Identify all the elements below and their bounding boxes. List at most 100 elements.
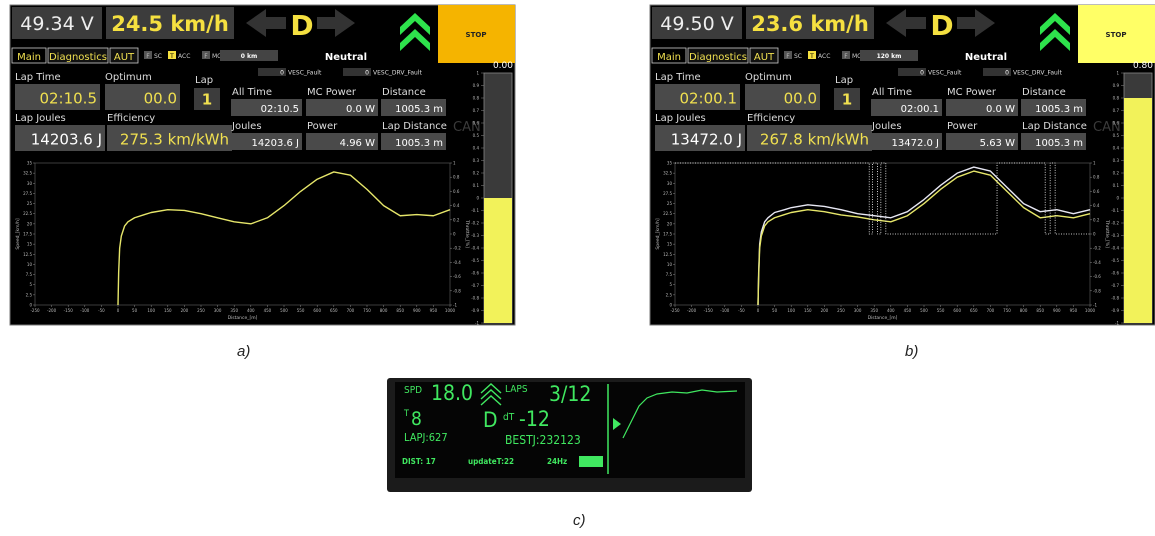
caption: c) xyxy=(573,512,586,529)
laps-label: LAPS xyxy=(505,384,528,395)
x-tick-label: 250 xyxy=(197,308,205,313)
gauge-tick-label: -0.5 xyxy=(471,258,479,263)
field-value: 02:10.5 xyxy=(261,104,299,115)
odometer: 0 km xyxy=(241,53,258,60)
field-label: Distance xyxy=(382,87,426,98)
field-label: Efficiency xyxy=(747,113,795,124)
x-tick-label: 700 xyxy=(347,308,355,313)
x-tick-label: 300 xyxy=(854,308,862,313)
x-tick-label: 400 xyxy=(887,308,895,313)
gauge-tick-label: -0.7 xyxy=(1111,283,1119,288)
gauge-tick-label: -0.2 xyxy=(1111,221,1119,226)
fault-name: VESC_DRV_Fault xyxy=(1013,70,1063,77)
x-tick-label: 950 xyxy=(430,308,438,313)
odometer: 120 km xyxy=(877,53,902,60)
y-tick-label: 12.5 xyxy=(663,252,672,257)
mode: Neutral xyxy=(965,52,1007,63)
y2-tick-label: -0.8 xyxy=(1093,288,1101,293)
gauge-tick-label: -0.9 xyxy=(1111,308,1119,313)
x-tick-label: -250 xyxy=(670,308,680,313)
oled-display: SPD18.0LAPS3/12T8DdT-12LAPJ:627BESTJ:232… xyxy=(387,378,752,492)
x-tick-label: -100 xyxy=(80,308,90,313)
fault-count: 0 xyxy=(280,70,284,77)
y-tick-label: 15 xyxy=(27,242,33,247)
flag-state: T xyxy=(169,53,174,60)
y2-tick-label: 0.4 xyxy=(1093,203,1100,208)
field-value: 14203.6 J xyxy=(252,138,299,149)
y-tick-label: 7.5 xyxy=(26,272,33,277)
x-tick-label: 850 xyxy=(1036,308,1044,313)
x-tick-label: 450 xyxy=(264,308,272,313)
x-tick-label: 950 xyxy=(1070,308,1078,313)
x-axis-label: Distance_[m] xyxy=(228,315,258,321)
gauge-tick-label: -0.6 xyxy=(471,271,479,276)
y2-tick-label: 0.2 xyxy=(453,217,460,222)
gauge-tick-label: -0.8 xyxy=(1111,296,1119,301)
oled-block xyxy=(579,456,603,467)
x-tick-label: -250 xyxy=(30,308,40,313)
x-tick-label: 350 xyxy=(230,308,238,313)
mode: Neutral xyxy=(325,52,367,63)
x-axis-label: Distance_[m] xyxy=(868,315,898,321)
gauge-tick-label: -0.7 xyxy=(471,283,479,288)
best-joules: BESTJ:232123 xyxy=(505,433,581,447)
plot-area xyxy=(35,163,450,305)
fault-count: 0 xyxy=(1005,70,1009,77)
speed: 23.6 km/h xyxy=(751,12,869,36)
gauge-tick-label: 0.1 xyxy=(473,183,480,188)
stop-label: STOP xyxy=(1106,31,1127,39)
field-value: 0.0 W xyxy=(986,104,1015,115)
gauge-tick-label: -0.2 xyxy=(471,221,479,226)
gear: D xyxy=(483,408,498,432)
y-tick-label: 32.5 xyxy=(663,171,672,176)
y2-tick-label: -0.6 xyxy=(453,274,461,279)
gauge-tick-label: 0.9 xyxy=(473,83,480,88)
y2-tick-label: -0.2 xyxy=(453,246,461,251)
gauge-tick-label: 0.7 xyxy=(1113,108,1120,113)
field-label: Power xyxy=(947,121,978,132)
y-tick-label: 20 xyxy=(667,221,673,226)
y2-tick-label: 0.2 xyxy=(1093,217,1100,222)
x-tick-label: 550 xyxy=(297,308,305,313)
field-label: All Time xyxy=(872,87,912,98)
field-value: 13472.0 J xyxy=(671,131,742,149)
y-tick-label: 30 xyxy=(27,181,33,186)
field-value: 275.3 km/kWh xyxy=(120,131,229,149)
field-value: 1005.3 m xyxy=(395,138,443,149)
speed-label: SPD xyxy=(404,385,422,396)
x-tick-label: 500 xyxy=(280,308,288,313)
gauge-tick-label: -0.8 xyxy=(471,296,479,301)
field-value: 1 xyxy=(202,91,212,109)
field-value: 00.0 xyxy=(144,90,177,108)
gauge-tick-label: -1 xyxy=(475,321,479,326)
gauge-tick-label: 0.5 xyxy=(473,133,480,138)
field-value: 00.0 xyxy=(784,90,817,108)
gauge-tick-label: 0.6 xyxy=(1113,121,1120,126)
dt-label: dT xyxy=(503,412,515,423)
gauge-tick-label: 0.1 xyxy=(1113,183,1120,188)
x-tick-label: 750 xyxy=(1003,308,1011,313)
gauge-tick-label: 0.3 xyxy=(1113,158,1120,163)
y2-axis-label: Throttle_[%] xyxy=(464,219,470,248)
gauge-tick-label: -0.3 xyxy=(1111,233,1119,238)
y2-tick-label: 0.8 xyxy=(453,175,460,180)
refresh-rate: 24Hz xyxy=(547,457,567,466)
gauge-tick-label: 0.4 xyxy=(473,146,480,151)
y2-tick-label: -1 xyxy=(453,303,457,308)
gauge-tick-label: -0.3 xyxy=(471,233,479,238)
gauge-tick-label: 0.6 xyxy=(473,121,480,126)
gauge-tick-label: 0.3 xyxy=(473,158,480,163)
x-tick-label: 600 xyxy=(953,308,961,313)
field-value: 02:00.1 xyxy=(679,90,737,108)
speed-value: 18.0 xyxy=(431,381,473,405)
field-label: Lap xyxy=(835,75,853,86)
gear: D xyxy=(930,9,953,42)
field-value: 4.96 W xyxy=(340,138,375,149)
tab-label: AUT xyxy=(754,52,775,63)
y-tick-label: 32.5 xyxy=(23,171,32,176)
field-label: All Time xyxy=(232,87,272,98)
gauge-tick-label: -0.4 xyxy=(1111,246,1119,251)
flag-state: F xyxy=(146,53,150,60)
y-tick-label: 30 xyxy=(667,181,673,186)
y2-tick-label: -0.6 xyxy=(1093,274,1101,279)
